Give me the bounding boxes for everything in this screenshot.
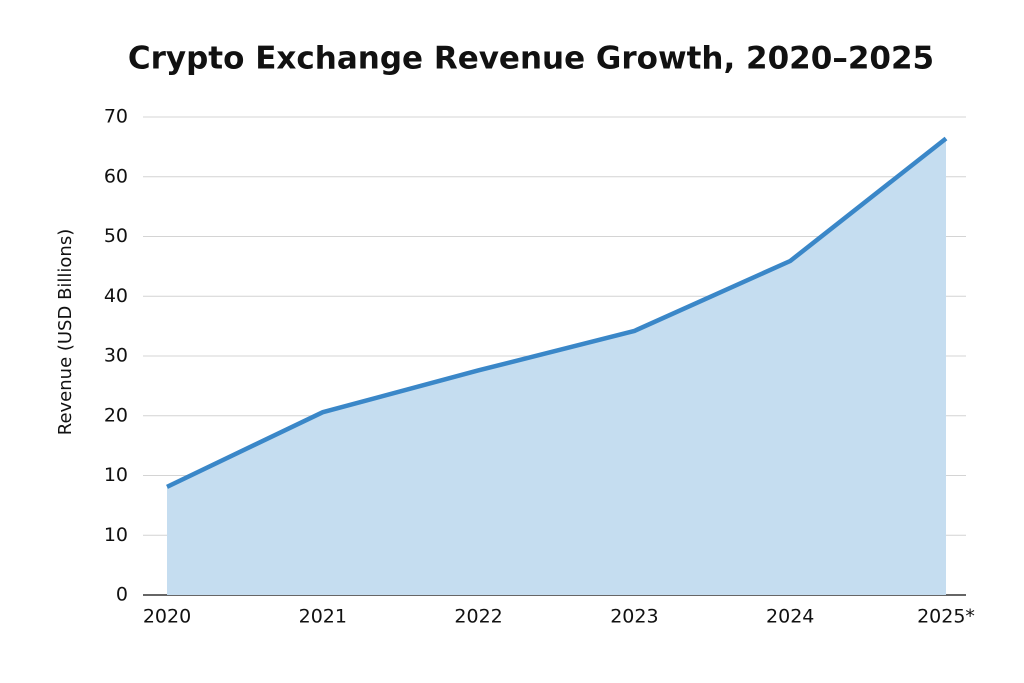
- y-tick-label: 30: [104, 345, 128, 367]
- y-tick-label: 60: [104, 165, 128, 187]
- x-tick-label: 2022: [454, 606, 502, 628]
- y-tick-label: 0: [116, 584, 128, 606]
- x-tick-label: 2023: [610, 606, 658, 628]
- y-tick-label: 40: [104, 285, 128, 307]
- x-tick-label: 2020: [143, 606, 191, 628]
- line: [166, 136, 948, 489]
- x-tick-label: 2021: [299, 606, 347, 628]
- y-tick-label: 50: [104, 225, 128, 247]
- chart-title: Crypto Exchange Revenue Growth, 2020–202…: [128, 41, 934, 77]
- x-tick-label: 2024: [766, 606, 814, 628]
- y-tick-label: 10: [104, 524, 128, 546]
- y-tick-label: 20: [104, 404, 128, 426]
- y-axis-label: Revenue (USD Billions): [55, 229, 76, 436]
- y-tick-label: 10: [104, 464, 128, 486]
- x-tick-label: 2025*: [917, 606, 975, 628]
- y-tick-label: 70: [104, 106, 128, 128]
- area: [167, 138, 946, 595]
